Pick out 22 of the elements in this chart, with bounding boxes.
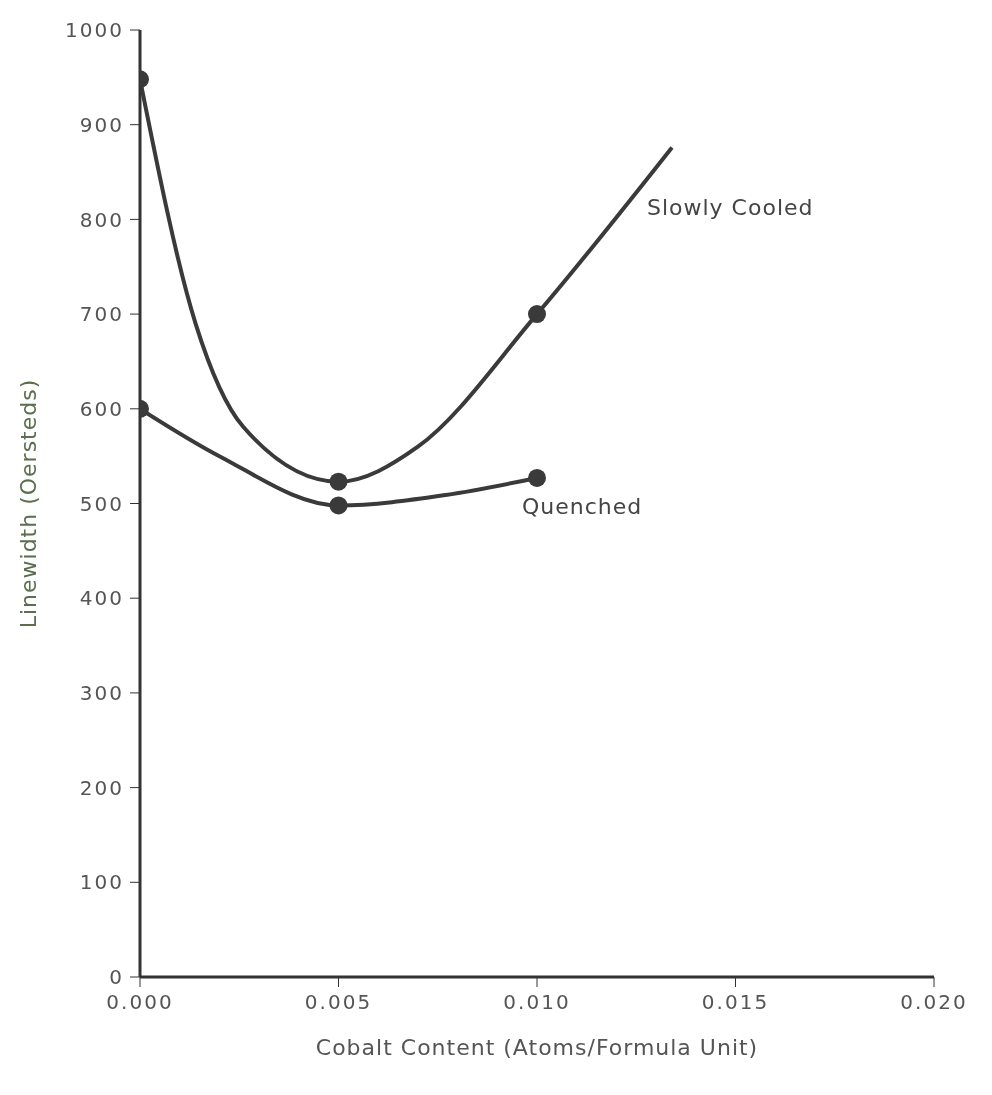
- x-axis-title: Cobalt Content (Atoms/Formula Unit): [315, 1035, 759, 1060]
- x-tick-label: 0.020: [900, 990, 968, 1015]
- y-tick-label: 300: [79, 681, 124, 705]
- y-tick-label: 600: [79, 396, 124, 421]
- point: [528, 468, 546, 487]
- y-tick-label: 800: [79, 207, 124, 232]
- point: [528, 305, 546, 324]
- series-label: Slowly Cooled: [646, 195, 814, 221]
- series-label: Quenched: [522, 493, 643, 519]
- y-tick-label: 200: [79, 775, 124, 800]
- y-tick-label: 500: [79, 491, 124, 516]
- x-tick-label: 0.000: [106, 990, 174, 1015]
- y-tick-label: 700: [79, 302, 124, 327]
- x-tick-label: 0.015: [701, 990, 770, 1015]
- y-tick-label: 0: [109, 965, 124, 990]
- y-tick-label: 900: [79, 112, 124, 137]
- y-tick-label: 400: [79, 586, 124, 611]
- y-tick-label: 100: [79, 870, 124, 895]
- x-tick-label: 0.005: [304, 990, 373, 1015]
- y-axis-title: Linewidth (Oersteds): [15, 378, 41, 629]
- x-tick-label: 0.010: [503, 990, 571, 1015]
- y-tick-label: 1000: [65, 18, 124, 43]
